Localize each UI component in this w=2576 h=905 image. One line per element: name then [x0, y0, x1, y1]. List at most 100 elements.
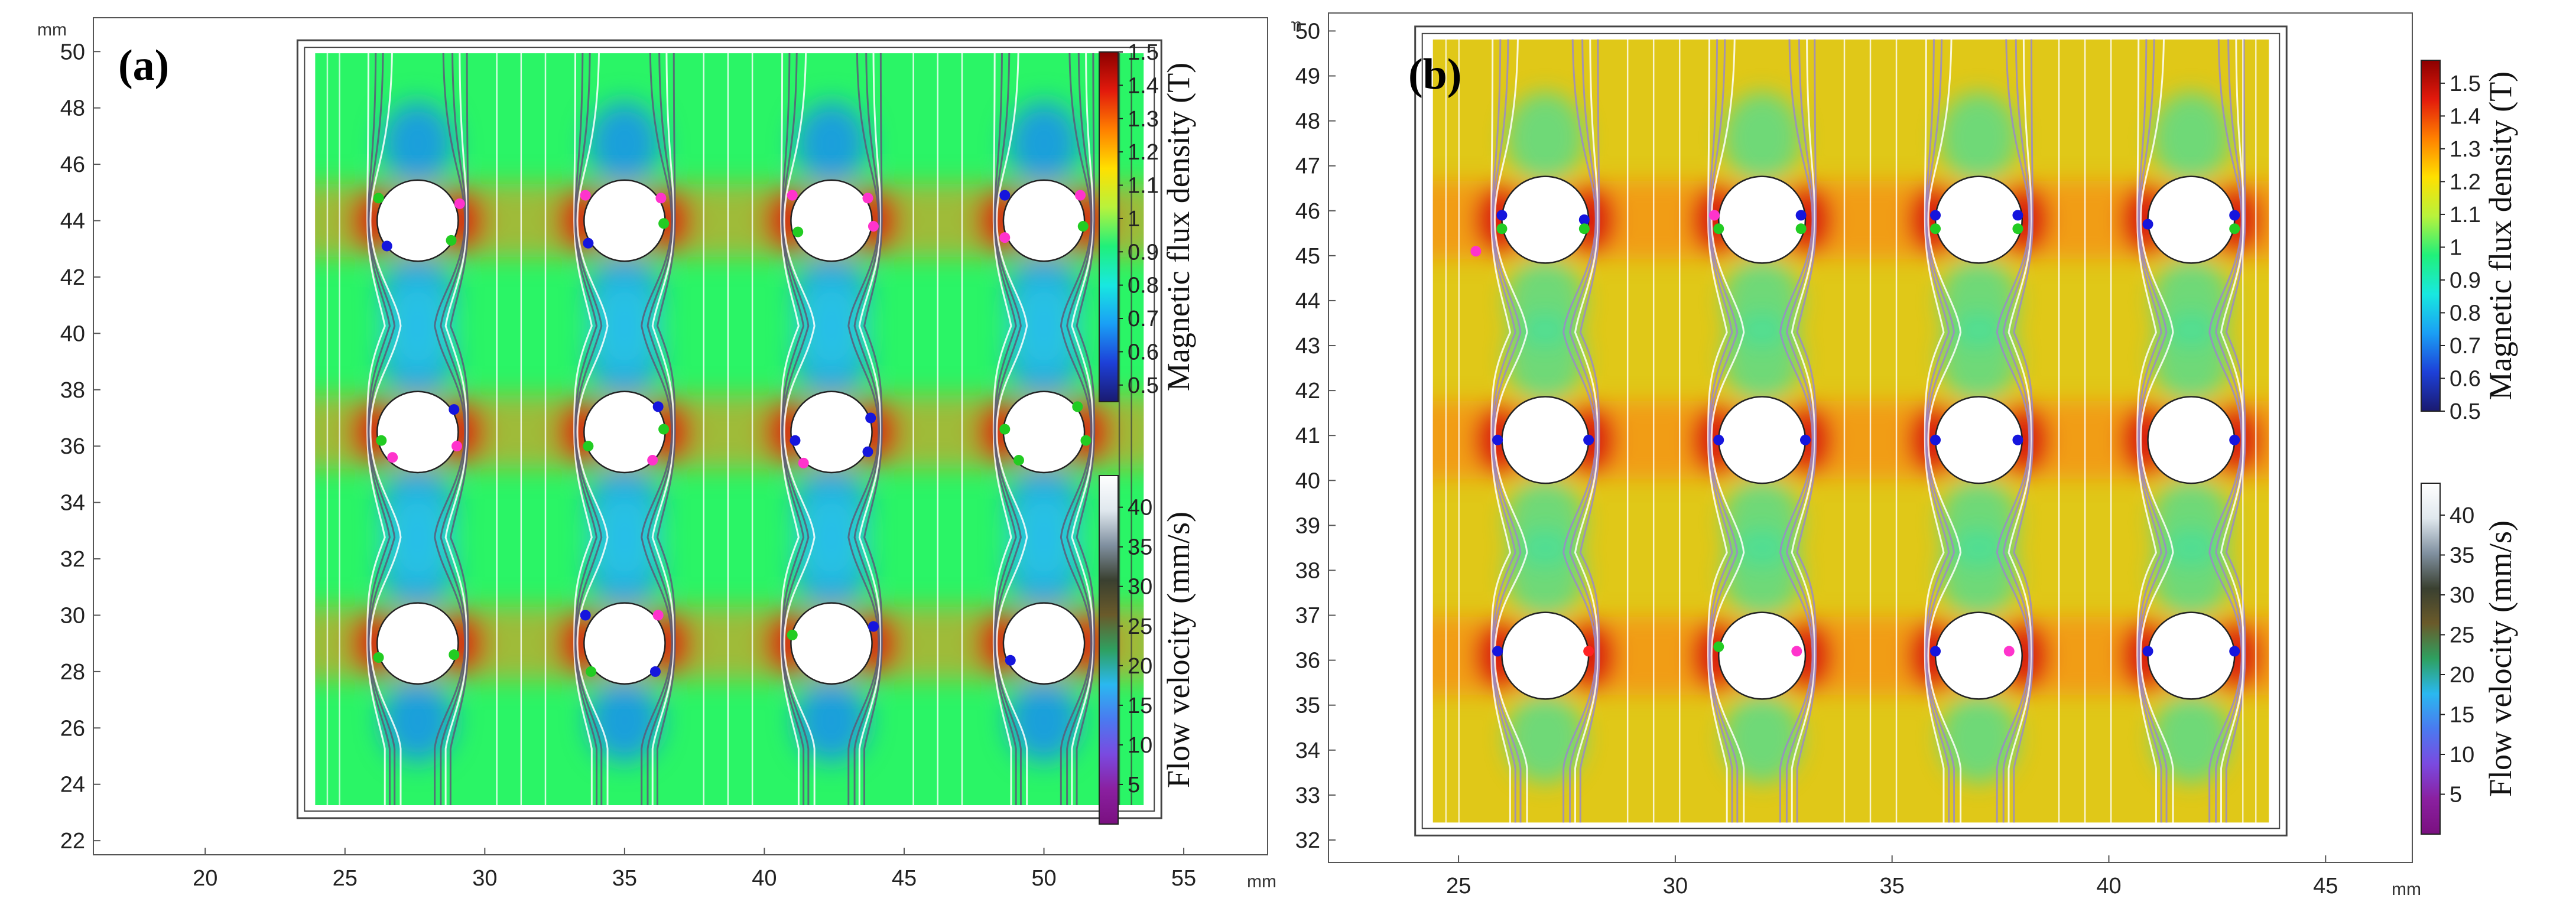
particle	[446, 235, 457, 246]
colorbar-tick-label: 1.1	[1128, 174, 1159, 198]
streamline	[1071, 53, 1094, 805]
particle	[1930, 223, 1941, 235]
colorbar-tick-label: 1.2	[2450, 170, 2481, 194]
low-field-lobe	[2152, 92, 2230, 183]
panel-b-chart: 25 30 35 40 45 32 33 34 35 36 37 38 39 40 41 42 43 44 45 46…	[1291, 12, 2518, 899]
particle	[2012, 210, 2023, 221]
streamline	[1925, 39, 1950, 823]
colorbar-tick-label: 20	[2450, 663, 2474, 688]
colorbar-tick-label: 0.6	[1128, 340, 1159, 364]
colorbar	[2421, 483, 2441, 835]
streamline	[1924, 39, 1945, 823]
streamline	[1709, 39, 1739, 823]
obstacle-circle	[1717, 396, 1807, 484]
particle	[647, 455, 658, 466]
particle	[2229, 434, 2240, 445]
streamline	[1779, 39, 1814, 823]
streamline	[369, 53, 402, 805]
y-tick-label: 41	[1295, 424, 1320, 448]
obstacle-circle	[1501, 396, 1590, 484]
particle	[1713, 223, 1724, 235]
obstacle-circle	[1501, 175, 1590, 264]
streamline	[1569, 39, 1598, 823]
particle	[1799, 434, 1811, 445]
particle	[1072, 401, 1083, 412]
y-tick-label: 40	[1295, 468, 1320, 493]
particle	[792, 226, 804, 237]
streamline	[641, 53, 673, 805]
low-field-lobe	[1007, 101, 1081, 187]
colorbar-tick-label: 0.5	[1128, 373, 1159, 398]
x-unit-label: mm	[2392, 880, 2421, 899]
colorbar-tick-label: 1	[1128, 207, 1140, 232]
streamline	[575, 53, 603, 805]
particle	[2229, 646, 2240, 657]
colorbar-label: Flow velocity (mm/s)	[2483, 520, 2518, 797]
particle	[1075, 190, 1086, 201]
particle	[1470, 246, 1482, 257]
particle	[2142, 219, 2153, 230]
x-tick-label: 45	[892, 866, 917, 891]
obstacle-circle	[1002, 179, 1086, 262]
obstacle-circle	[1002, 602, 1086, 685]
low-field-lobe	[1723, 92, 1801, 183]
streamline	[2013, 39, 2034, 823]
particle	[1496, 223, 1508, 235]
obstacle-circle	[2147, 611, 2236, 700]
streamline	[1563, 39, 1597, 823]
particle	[1791, 646, 1802, 657]
streamline	[782, 53, 810, 805]
y-tick-label: 22	[60, 829, 85, 854]
streamline	[444, 53, 468, 805]
particle	[2229, 210, 2240, 221]
particle	[999, 190, 1011, 201]
y-tick-label: 45	[1295, 244, 1320, 269]
particle	[999, 424, 1011, 435]
obstacle-circle	[790, 179, 873, 262]
colorbar-label: Magnetic flux density (T)	[2483, 71, 2518, 400]
low-field-lobe	[381, 101, 454, 187]
streamline	[647, 53, 674, 805]
low-field-lobe	[1940, 92, 2018, 183]
particle	[787, 190, 798, 201]
obstacle-circle	[790, 602, 873, 685]
mid-field-lobe	[381, 489, 454, 587]
streamline	[434, 53, 466, 805]
particle	[451, 441, 463, 452]
x-tick-label: 30	[1663, 874, 1688, 899]
y-tick-label: 32	[60, 547, 85, 572]
colorbar-tick-label: 10	[1128, 733, 1152, 758]
particle	[381, 240, 392, 252]
streamline	[1785, 39, 1815, 823]
obstacle-circle	[1717, 175, 1807, 264]
obstacle-circle	[1717, 611, 1807, 700]
streamline	[574, 53, 598, 805]
y-tick-label: 44	[60, 209, 85, 234]
y-tick-label: 34	[60, 491, 85, 516]
particle	[790, 435, 801, 446]
y-tick-label: 49	[1295, 64, 1320, 89]
particle	[1795, 210, 1807, 221]
streamline	[440, 53, 467, 805]
panel-b: 25 30 35 40 45 32 33 34 35 36 37 38 39 40 41 42 43 44 45 46…	[1291, 0, 2574, 905]
colorbar-tick-label: 0.8	[1128, 274, 1159, 298]
particle	[373, 193, 384, 204]
mid-field-lobe	[795, 278, 868, 375]
obstacle-circle	[790, 390, 873, 474]
particle	[1578, 214, 1590, 225]
colorbar-tick-label: 5	[1128, 773, 1140, 797]
particle	[454, 198, 465, 209]
particle	[1930, 434, 1941, 445]
particle	[1930, 646, 1941, 657]
streamline	[1927, 39, 1962, 823]
x-tick-label: 55	[1171, 866, 1196, 891]
streamlines	[326, 53, 1132, 805]
colorbar-tick-label: 15	[1128, 694, 1152, 718]
streamline	[2007, 39, 2033, 823]
colorbar-tick-label: 40	[1128, 496, 1152, 520]
x-tick-label: 25	[333, 866, 358, 891]
colorbar-tick-label: 30	[1128, 575, 1152, 600]
streamline	[366, 53, 386, 805]
mid-field-lobe	[1007, 489, 1081, 587]
low-field-lobe	[1506, 528, 1584, 619]
